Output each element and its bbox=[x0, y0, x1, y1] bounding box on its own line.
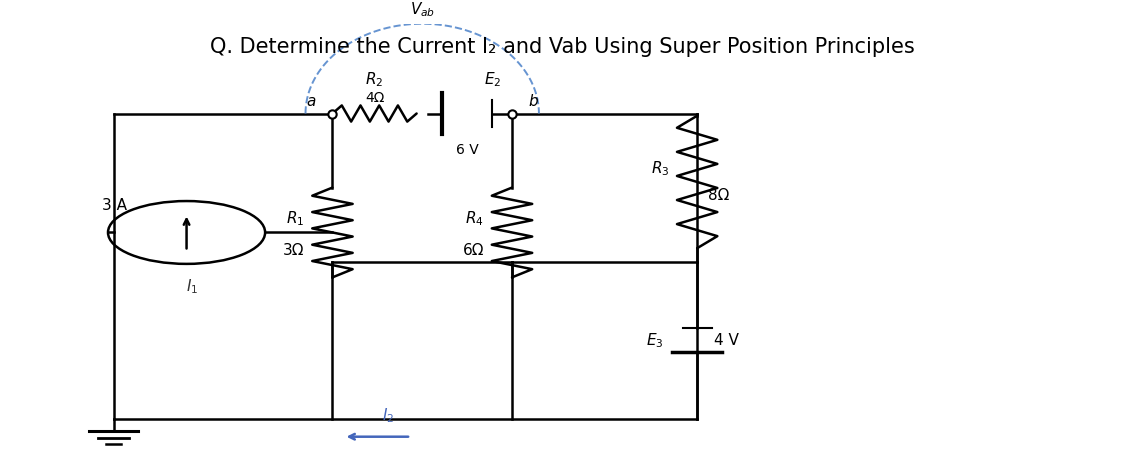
Text: a: a bbox=[306, 94, 316, 109]
Text: $I_2$: $I_2$ bbox=[382, 407, 395, 426]
Text: 6 V: 6 V bbox=[456, 143, 478, 157]
Text: $E_3$: $E_3$ bbox=[646, 331, 664, 349]
Text: $E_2$: $E_2$ bbox=[484, 70, 502, 89]
Text: $I_1$: $I_1$ bbox=[186, 277, 198, 296]
Text: $R_4$: $R_4$ bbox=[466, 210, 484, 228]
Text: $V_{ab}$: $V_{ab}$ bbox=[410, 0, 435, 19]
Text: b: b bbox=[529, 94, 539, 109]
Text: 3 A: 3 A bbox=[102, 198, 127, 213]
Text: 4 V: 4 V bbox=[714, 333, 739, 348]
Text: Q. Determine the Current I₂ and Vab Using Super Position Principles: Q. Determine the Current I₂ and Vab Usin… bbox=[210, 37, 915, 57]
Text: 4Ω: 4Ω bbox=[364, 91, 385, 105]
Text: 3Ω: 3Ω bbox=[282, 243, 305, 258]
Text: 6Ω: 6Ω bbox=[462, 243, 484, 258]
Text: $R_3$: $R_3$ bbox=[650, 159, 669, 178]
Text: $R_1$: $R_1$ bbox=[286, 210, 305, 228]
Text: 8Ω: 8Ω bbox=[709, 188, 730, 203]
Text: $R_2$: $R_2$ bbox=[366, 70, 384, 89]
